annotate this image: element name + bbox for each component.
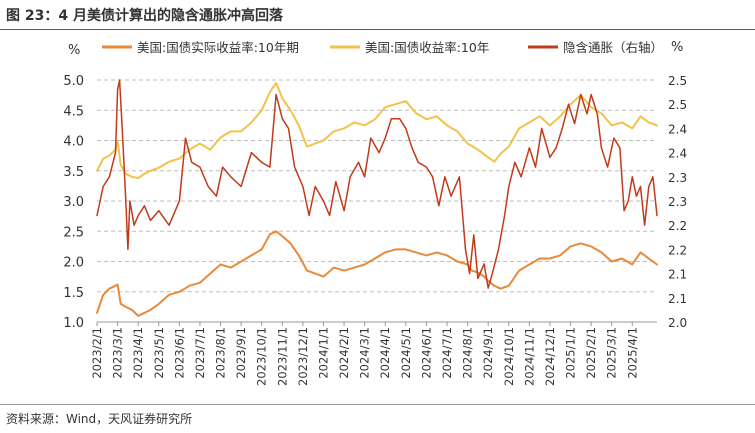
title-rule xyxy=(0,29,755,30)
x-tick-label: 2025/1/1 xyxy=(564,327,578,379)
x-tick-label: 2024/6/1 xyxy=(419,327,433,379)
series-layer xyxy=(96,79,658,317)
right-tick-label: 2.1 xyxy=(668,292,687,306)
right-tick-label: 2.4 xyxy=(668,122,687,136)
x-tick-label: 2024/7/1 xyxy=(440,327,454,379)
x-tick-label: 2025/2/1 xyxy=(584,327,598,379)
x-tick-label: 2023/9/1 xyxy=(234,327,248,379)
x-tick-label: 2023/7/1 xyxy=(193,327,207,379)
left-tick-label: 2.5 xyxy=(63,225,84,240)
x-tick-label: 2025/4/1 xyxy=(625,327,639,379)
right-tick-label: 2.2 xyxy=(668,243,687,257)
x-tick-label: 2024/8/1 xyxy=(461,327,475,379)
source-note: 资料来源：Wind，天风证券研究所 xyxy=(6,412,193,426)
x-tick-label: 2023/12/1 xyxy=(296,327,310,386)
left-tick-label: 5.0 xyxy=(63,74,84,89)
x-tick-label: 2024/12/1 xyxy=(543,327,557,386)
right-tick-label: 2.1 xyxy=(668,268,687,282)
x-tick-label: 2024/1/1 xyxy=(316,327,330,379)
right-tick-label: 2.5 xyxy=(668,74,687,88)
legend-label: 隐含通胀（右轴） xyxy=(563,40,663,55)
right-tick-label: 2.5 xyxy=(668,98,687,112)
x-tick-label: 2023/10/1 xyxy=(255,327,269,386)
left-axis-unit: % xyxy=(68,43,80,58)
implied-inflation-line xyxy=(96,79,658,289)
figure-title: 图 23：4 月美债计算出的隐含通胀冲高回落 xyxy=(6,8,283,24)
left-tick-label: 4.0 xyxy=(63,135,84,150)
left-tick-label: 3.5 xyxy=(63,165,84,180)
x-tick-label: 2024/10/1 xyxy=(502,327,516,386)
x-tick-label: 2024/11/1 xyxy=(522,327,536,386)
legend: 美国:国债实际收益率:10年期 美国:国债收益率:10年 隐含通胀（右轴） xyxy=(102,40,663,55)
x-tick-label: 2023/3/1 xyxy=(111,327,125,379)
x-tick-label: 2023/11/1 xyxy=(275,327,289,386)
legend-label: 美国:国债实际收益率:10年期 xyxy=(137,40,299,55)
grid-lines xyxy=(97,79,657,323)
x-tick-label: 2023/4/1 xyxy=(131,327,145,379)
x-tick-label: 2023/6/1 xyxy=(172,327,186,379)
x-tick-label: 2024/3/1 xyxy=(358,327,372,379)
real-yield-line xyxy=(96,230,658,317)
right-tick-label: 2.2 xyxy=(668,219,687,233)
source-rule xyxy=(0,404,755,405)
x-tick-label: 2023/5/1 xyxy=(152,327,166,379)
x-axis: 2023/2/1 2023/3/1 2023/4/1 2023/5/1 2023/6/1… xyxy=(90,321,657,386)
x-tick-label: 2024/4/1 xyxy=(378,327,392,379)
x-tick-label: 2024/2/1 xyxy=(337,327,351,379)
right-tick-label: 2.3 xyxy=(668,171,687,185)
left-tick-label: 1.5 xyxy=(63,286,84,301)
left-tick-label: 3.0 xyxy=(63,195,84,210)
chart: 1.0 1.5 2.0 2.5 3.0 3.5 4.0 4.5 5.0 2.0 2.1 2.1 2.2… xyxy=(63,40,687,386)
x-tick-label: 2023/8/1 xyxy=(214,327,228,379)
x-tick-label: 2024/9/1 xyxy=(481,327,495,379)
right-tick-label: 2.4 xyxy=(668,147,687,161)
right-axis-unit: % xyxy=(671,40,683,55)
right-tick-label: 2.0 xyxy=(668,316,687,330)
x-tick-label: 2025/3/1 xyxy=(605,327,619,379)
x-tick-label: 2023/2/1 xyxy=(90,327,104,379)
left-tick-label: 1.0 xyxy=(63,316,84,331)
left-tick-label: 4.5 xyxy=(63,104,84,119)
x-tick-label: 2024/5/1 xyxy=(399,327,413,379)
left-tick-label: 2.0 xyxy=(63,256,84,271)
legend-label: 美国:国债收益率:10年 xyxy=(365,40,489,55)
right-tick-label: 2.3 xyxy=(668,195,687,209)
right-axis: 2.0 2.1 2.1 2.2 2.2 2.3 2.3 2.4 2.4 2.5 2.5 xyxy=(668,74,687,330)
nominal-yield-line xyxy=(96,82,658,179)
left-axis: 1.0 1.5 2.0 2.5 3.0 3.5 4.0 4.5 5.0 xyxy=(63,74,84,331)
